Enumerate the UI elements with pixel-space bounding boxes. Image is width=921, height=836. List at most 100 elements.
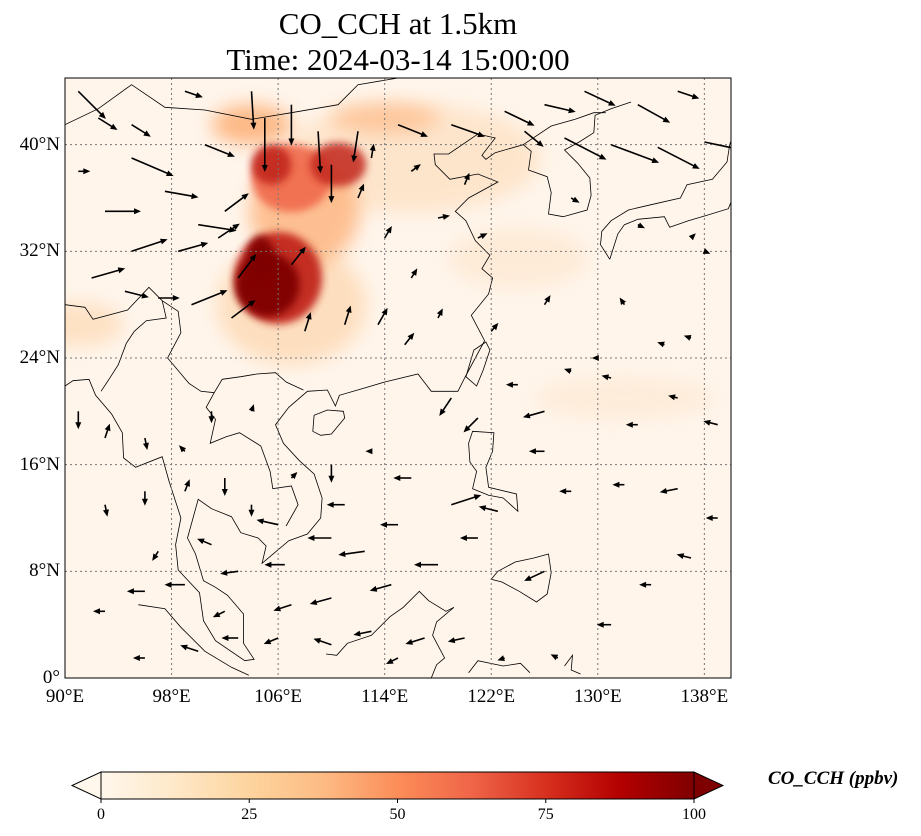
coastlines <box>65 78 731 678</box>
wind-arrow <box>497 655 505 661</box>
gridlines <box>65 78 731 678</box>
wind-arrow <box>124 290 149 299</box>
wind-arrow <box>93 608 105 615</box>
y-tick-label: 0° <box>42 667 60 688</box>
wind-arrow <box>338 550 365 557</box>
wind-arrow <box>357 183 365 199</box>
colorbar <box>70 771 725 803</box>
wind-arrow <box>237 254 257 279</box>
wind-arrow <box>528 448 545 455</box>
co-plume-patch <box>447 228 588 288</box>
y-tick-label: 8°N <box>29 560 60 582</box>
co-plume-patch <box>534 376 715 420</box>
colorbar-tick-label: 0 <box>97 806 105 823</box>
y-tick-label: 24°N <box>19 347 60 368</box>
wind-arrow <box>564 137 607 160</box>
wind-arrow <box>596 621 612 628</box>
wind-arrow <box>564 368 572 374</box>
wind-arrow <box>550 654 559 661</box>
coastline-mainland-south <box>65 373 465 662</box>
y-tick-label: 16°N <box>19 453 60 475</box>
wind-arrow <box>365 448 373 455</box>
x-tick-label: 90°E <box>45 686 85 707</box>
wind-arrow <box>131 157 174 176</box>
x-tick-label: 114°E <box>361 686 409 707</box>
wind-arrow <box>77 90 106 119</box>
wind-arrow <box>369 583 392 592</box>
wind-arrow <box>326 501 345 508</box>
coastline-sulawesi <box>468 660 531 673</box>
wind-arrow <box>328 164 335 204</box>
wind-arrow <box>504 110 535 126</box>
wind-arrow <box>463 417 479 433</box>
wind-arrow <box>353 630 372 637</box>
wind-arrow <box>273 603 292 612</box>
coastline-borneo-east <box>428 600 455 678</box>
wind-arrow <box>288 104 295 146</box>
colorbar-gradient <box>100 771 695 800</box>
wind-arrow <box>657 146 700 169</box>
wind-arrow <box>702 248 711 254</box>
wind-arrow <box>224 193 249 212</box>
wind-arrow <box>191 290 228 306</box>
wind-arrow <box>221 635 239 641</box>
colorbar-tick-label: 50 <box>389 806 406 823</box>
wind-arrow <box>591 355 599 361</box>
wind-arrow <box>584 90 616 106</box>
wind-arrow <box>231 300 256 319</box>
wind-arrow <box>141 491 148 506</box>
y-tick-label: 32°N <box>19 240 60 262</box>
wind-arrow <box>410 164 421 172</box>
wind-arrow <box>384 226 392 239</box>
wind-arrow <box>198 223 237 233</box>
co-concentration-field <box>65 103 715 420</box>
wind-arrow <box>204 143 235 157</box>
co-plume-patch <box>246 236 275 280</box>
wind-arrow <box>264 561 285 568</box>
wind-arrow <box>158 295 180 301</box>
wind-arrow <box>657 341 665 348</box>
wind-arrow <box>164 190 199 200</box>
wind-arrow <box>414 561 438 568</box>
wind-arrow <box>143 437 149 450</box>
wind-arrow <box>105 208 141 215</box>
wind-arrow <box>570 196 580 203</box>
wind-arrow <box>126 588 145 595</box>
wind-arrow <box>677 90 700 100</box>
colorbar-tick-label: 25 <box>241 806 258 823</box>
wind-arrow <box>688 233 696 241</box>
coastline-halmahera <box>564 653 581 675</box>
wind-vectors <box>75 90 731 664</box>
wind-arrow <box>309 597 332 605</box>
wind-arrow <box>659 487 678 494</box>
wind-arrow <box>248 404 255 412</box>
wind-arrow <box>639 581 652 588</box>
border-myanmar-west <box>100 300 167 392</box>
wind-arrow <box>304 312 312 332</box>
wind-arrow <box>386 657 399 664</box>
coastline-sumatra <box>138 604 249 676</box>
co-plume-patch <box>310 142 367 187</box>
wind-arrow <box>410 268 418 279</box>
wind-arrow <box>559 488 572 495</box>
wind-arrow <box>220 569 239 576</box>
wind-arrow <box>78 168 91 175</box>
coastline-hainan <box>312 409 346 436</box>
wind-arrow <box>436 308 443 319</box>
wind-arrow <box>307 535 332 541</box>
coastline-taiwan <box>465 341 491 387</box>
wind-arrow <box>184 479 190 492</box>
wind-arrow <box>132 655 145 661</box>
colorbar-max-extend <box>693 771 725 800</box>
wind-arrow <box>404 332 415 346</box>
border-himalaya <box>65 286 163 320</box>
wind-arrow <box>221 478 228 496</box>
wind-arrow <box>601 374 612 381</box>
wind-arrow <box>131 238 168 253</box>
co-plume-patch <box>251 144 292 185</box>
wind-arrow <box>705 515 718 521</box>
wind-arrow <box>328 464 335 483</box>
wind-arrow <box>704 141 731 149</box>
wind-arrow <box>397 123 428 137</box>
